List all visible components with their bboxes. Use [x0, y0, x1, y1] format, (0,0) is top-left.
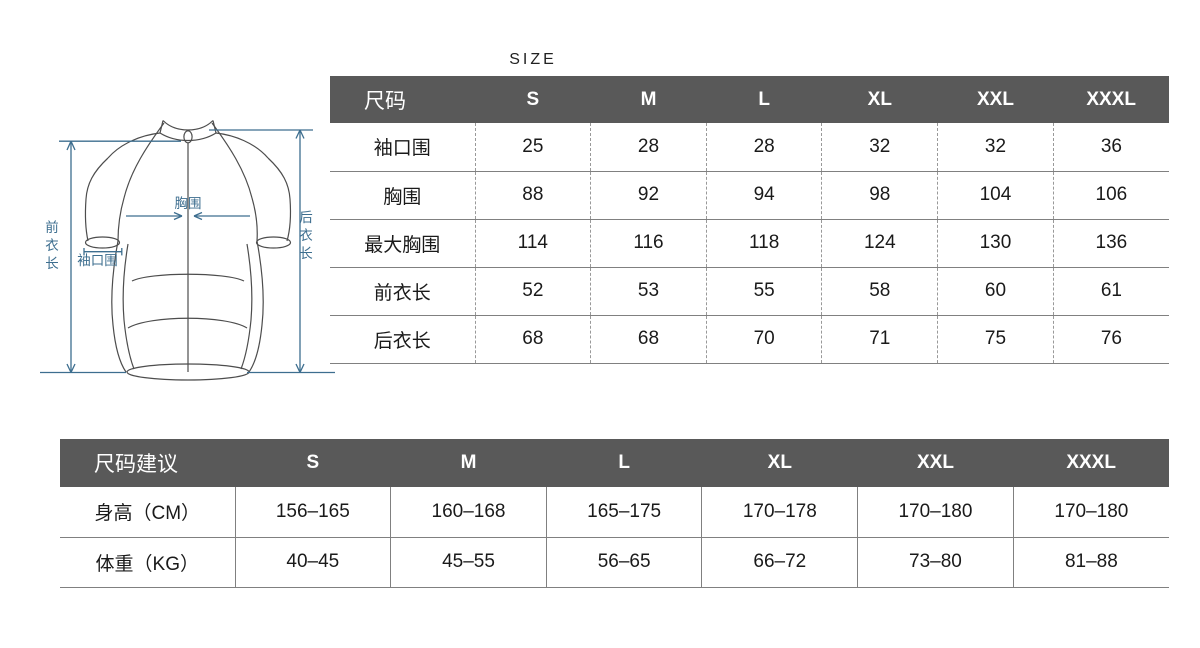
svg-text:后: 后	[299, 210, 313, 225]
svg-text:衣: 衣	[45, 238, 59, 253]
svg-text:长: 长	[299, 246, 313, 261]
svg-text:胸围: 胸围	[175, 196, 202, 211]
svg-text:衣: 衣	[299, 228, 313, 243]
svg-text:长: 长	[45, 256, 59, 271]
svg-text:前: 前	[45, 219, 59, 235]
svg-text:袖口围: 袖口围	[77, 253, 118, 268]
